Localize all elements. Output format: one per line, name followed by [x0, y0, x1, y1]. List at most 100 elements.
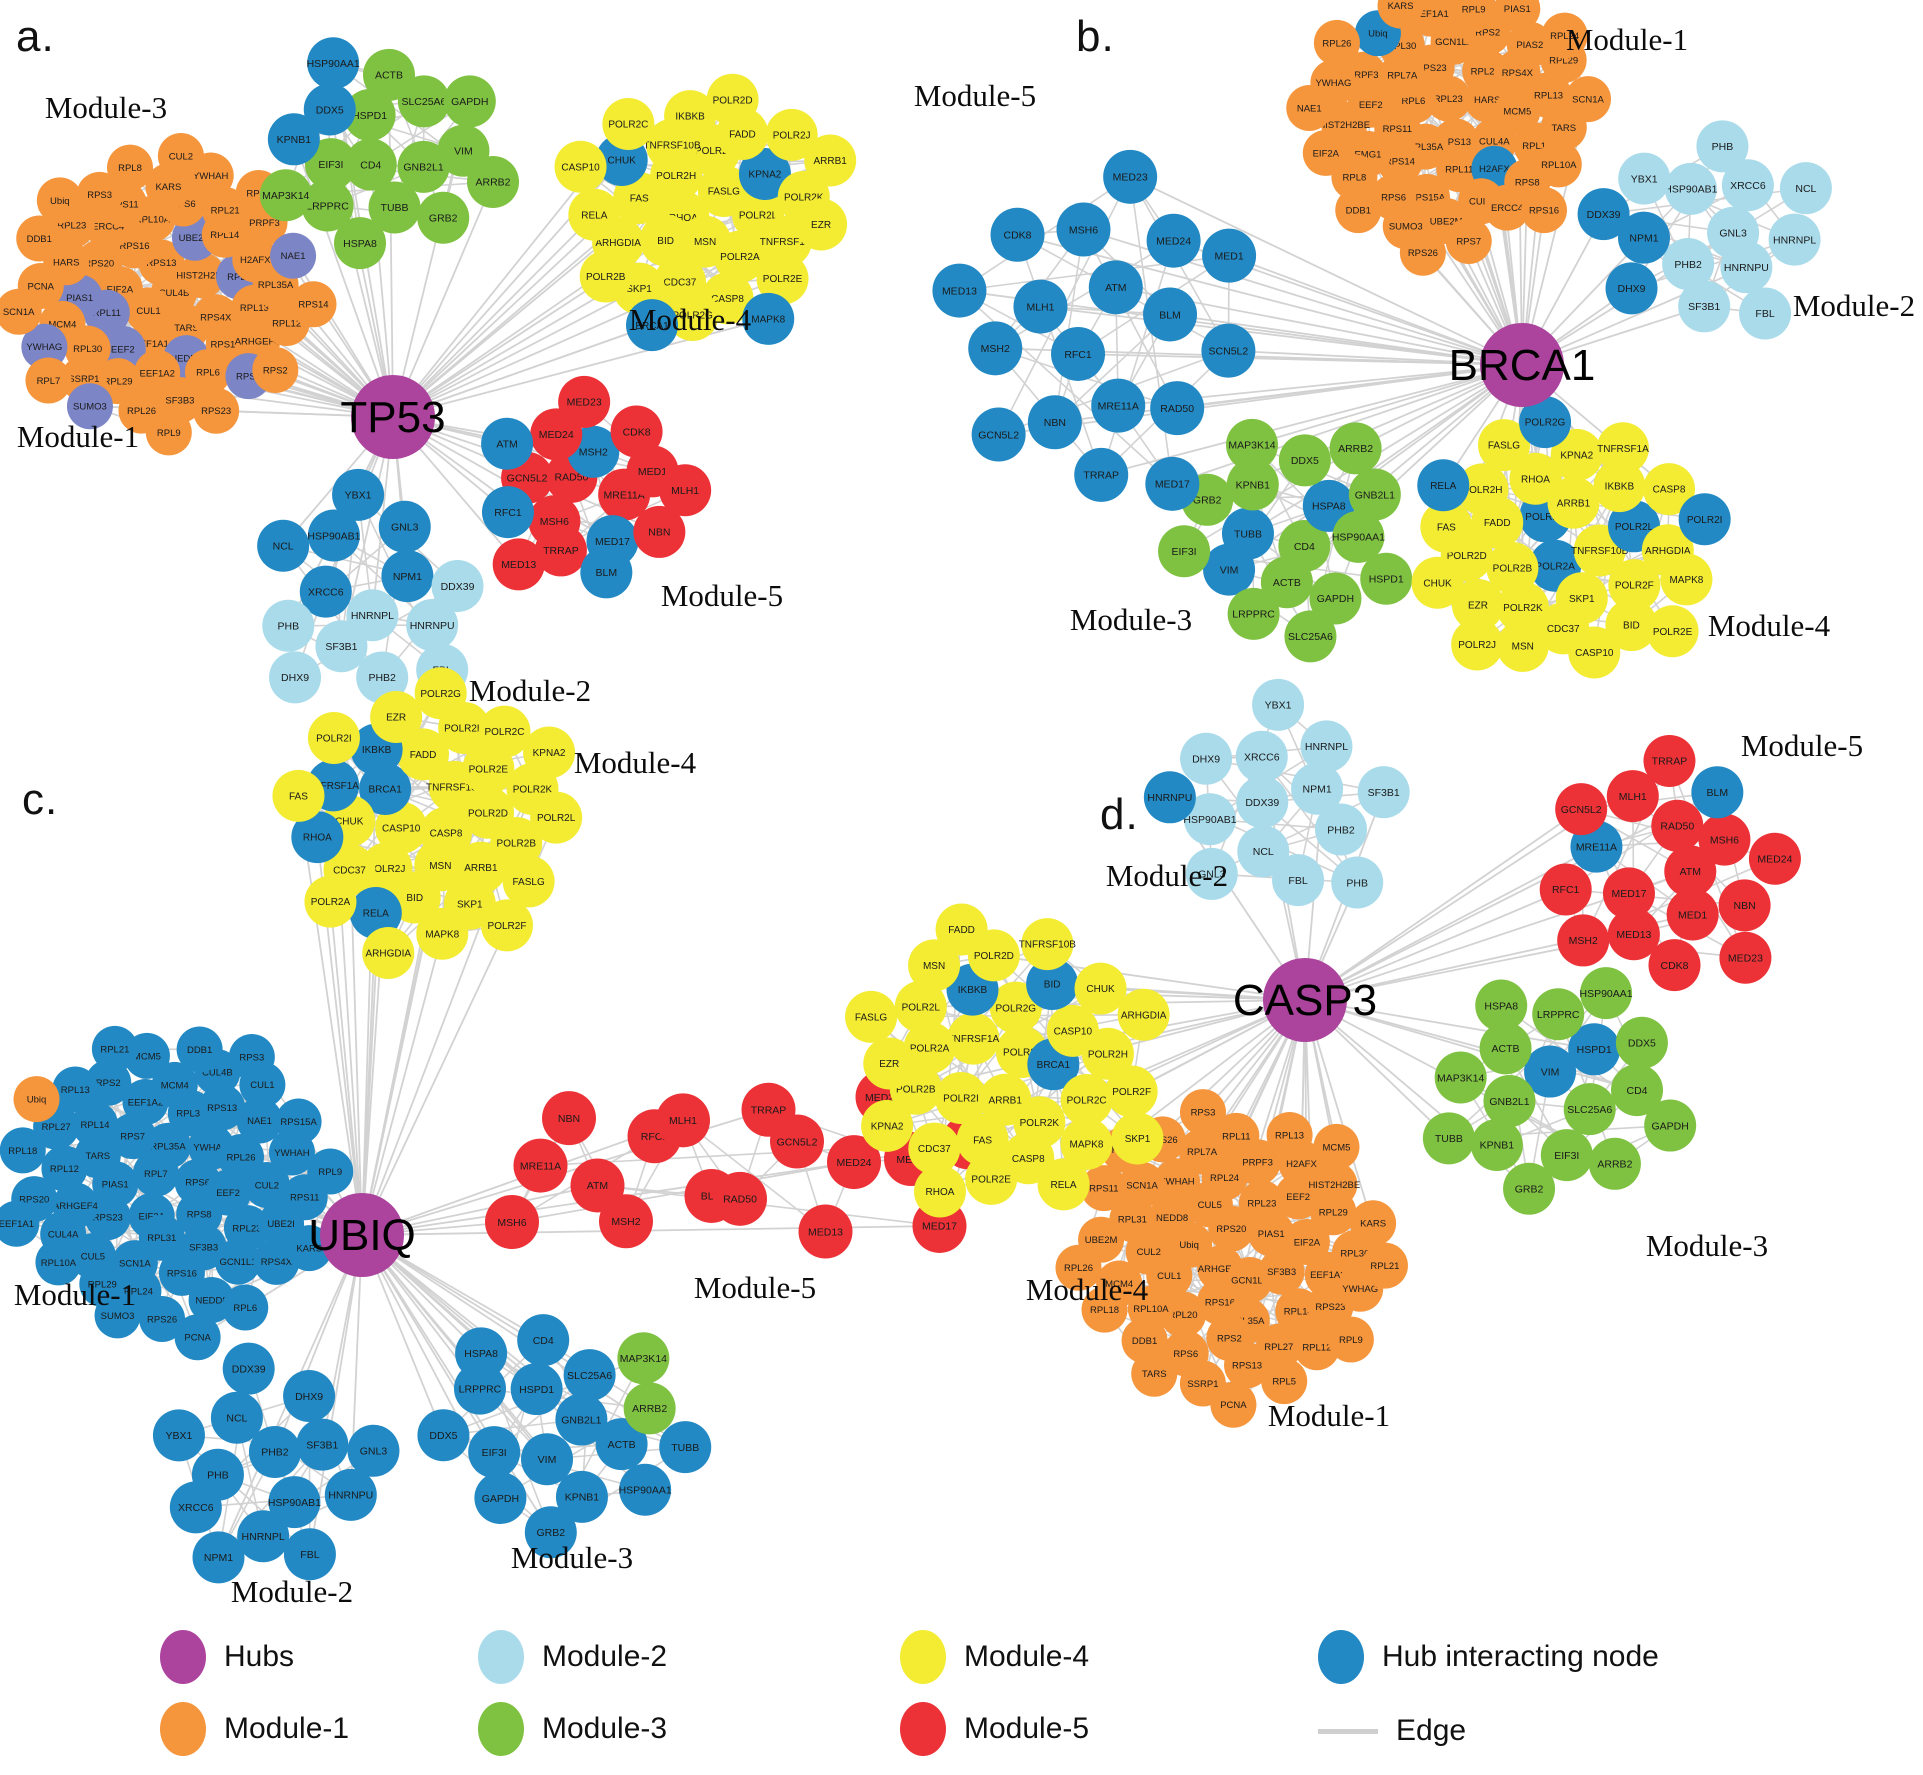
network-node[interactable]: MAP3K14 [1226, 418, 1279, 471]
network-node[interactable]: BLM [1691, 766, 1744, 819]
network-node[interactable]: POLR2L [530, 791, 583, 844]
network-node[interactable]: POLR2J [1451, 618, 1504, 671]
network-node[interactable]: EIF3I [304, 138, 357, 191]
network-node[interactable]: CDK8 [610, 405, 663, 458]
network-node[interactable]: POLR2K [1496, 581, 1549, 634]
network-node[interactable]: POLR2G [414, 667, 467, 720]
network-node[interactable]: ARRB2 [623, 1382, 676, 1435]
network-node[interactable]: CASP10 [1568, 626, 1621, 679]
network-node[interactable]: FAS [956, 1113, 1009, 1166]
network-node[interactable]: DDX39 [222, 1342, 275, 1395]
network-node[interactable]: RELA [349, 886, 402, 939]
network-node[interactable]: ARRB1 [1547, 476, 1600, 529]
network-node[interactable]: BID [388, 871, 441, 924]
network-node[interactable]: RPL35A [144, 1122, 191, 1169]
network-node[interactable]: YBX1 [152, 1409, 205, 1462]
network-node[interactable]: TNFRSF1A [1596, 422, 1649, 475]
network-node[interactable]: CUL2 [157, 132, 204, 179]
network-node[interactable]: MSN [908, 939, 961, 992]
network-node[interactable]: NPM1 [192, 1531, 245, 1584]
network-node[interactable]: MED13 [1607, 908, 1660, 961]
network-node[interactable]: DDX5 [303, 83, 356, 136]
network-node[interactable]: EZR [370, 691, 423, 744]
network-node[interactable]: POLR2E [965, 1152, 1018, 1205]
network-node[interactable]: KPNA2 [861, 1099, 914, 1152]
network-node[interactable]: CUL2 [243, 1162, 290, 1209]
network-node[interactable]: TUBB [368, 181, 421, 234]
network-node[interactable]: HSPA8 [334, 217, 387, 270]
network-node[interactable]: SF3B1 [1357, 766, 1410, 819]
network-node[interactable]: MLH1 [659, 464, 712, 517]
network-node[interactable]: POLR2H [1456, 463, 1509, 516]
network-node[interactable]: RAD50 [1651, 799, 1704, 852]
network-node[interactable]: HSP90AB1 [307, 509, 361, 562]
network-node[interactable]: NCL [257, 519, 310, 572]
network-node[interactable]: MAPK8 [1660, 553, 1713, 606]
network-node[interactable]: FASLG [845, 990, 898, 1043]
network-node[interactable]: IKBKB [664, 90, 717, 143]
network-node[interactable]: MAP3K14 [259, 169, 312, 222]
network-node[interactable]: KPNA2 [738, 147, 791, 200]
network-node[interactable]: MSH2 [968, 321, 1023, 376]
network-node[interactable]: NPM1 [1617, 211, 1670, 264]
network-node[interactable]: FAS [272, 769, 325, 822]
network-node[interactable]: RPS3 [228, 1034, 275, 1081]
network-node[interactable]: GCN5L2 [971, 407, 1026, 462]
network-node[interactable]: GCN5L2 [1555, 783, 1608, 836]
network-node[interactable]: POLR2G [1519, 396, 1572, 449]
network-node[interactable]: DDB1 [16, 215, 63, 262]
network-node[interactable]: YBX1 [332, 468, 385, 521]
network-node[interactable]: SCN1A [1119, 1161, 1166, 1208]
network-node[interactable]: GCN1L1 [214, 1238, 261, 1285]
network-node[interactable]: BLM [580, 546, 633, 599]
network-node[interactable]: POLR2C [1060, 1073, 1113, 1126]
network-node[interactable]: MED1 [1666, 888, 1719, 941]
network-node[interactable]: MED24 [1748, 832, 1801, 885]
network-node[interactable]: HSP90AB1 [268, 1476, 321, 1529]
network-node[interactable]: POLR2B [579, 250, 632, 303]
hub-node[interactable]: TP53 [340, 375, 446, 459]
network-node[interactable]: CASP8 [1643, 463, 1696, 516]
network-node[interactable]: YWHAG [21, 323, 68, 370]
network-node[interactable]: BID [1026, 957, 1079, 1010]
network-node[interactable]: RPS26 [139, 1295, 186, 1342]
network-node[interactable]: DDB1 [1335, 187, 1382, 234]
network-node[interactable]: DHX9 [269, 651, 322, 704]
network-node[interactable]: CDC37 [908, 1122, 961, 1175]
network-node[interactable]: SF3B1 [296, 1418, 349, 1471]
network-node[interactable]: HNRNPU [1143, 771, 1196, 824]
network-node[interactable]: GNB2L1 [555, 1393, 608, 1446]
network-node[interactable]: MSN [1496, 619, 1549, 672]
network-node[interactable]: ARRB2 [1588, 1137, 1641, 1190]
network-node[interactable]: POLR2F [1105, 1065, 1158, 1118]
network-node[interactable]: PIAS1 [1494, 0, 1541, 32]
network-node[interactable]: VIM [521, 1433, 574, 1486]
network-node[interactable]: CHUK [1411, 556, 1464, 609]
network-node[interactable]: MED23 [1719, 931, 1772, 984]
network-node[interactable]: RELA [1037, 1158, 1090, 1211]
network-node[interactable]: RPS7 [1445, 218, 1492, 265]
network-node[interactable]: KARS [1350, 1200, 1397, 1247]
network-node[interactable]: SCN1A [0, 288, 42, 335]
network-node[interactable]: RPL7 [25, 357, 72, 404]
network-node[interactable]: EZR [795, 198, 848, 251]
network-node[interactable]: GNB2L1 [1348, 468, 1401, 521]
network-node[interactable]: RPS2 [252, 346, 299, 393]
hub-node[interactable]: UBIQ [308, 1193, 416, 1277]
network-node[interactable]: RHOA [291, 811, 344, 864]
network-node[interactable]: RPS23 [193, 387, 240, 434]
network-node[interactable]: ERCC4 [1484, 184, 1531, 231]
network-node[interactable]: HSP90AB1 [1664, 162, 1718, 215]
network-node[interactable]: MED13 [492, 538, 545, 591]
network-node[interactable]: PHB [1696, 120, 1749, 173]
network-node[interactable]: MLH1 [1606, 770, 1659, 823]
network-node[interactable]: GRB2 [1503, 1162, 1556, 1215]
network-node[interactable]: RPL9 [1327, 1316, 1374, 1363]
network-node[interactable]: PHB [262, 599, 315, 652]
network-node[interactable]: HSP90AA1 [619, 1463, 672, 1516]
network-node[interactable]: HIST2H2BE [1308, 1161, 1360, 1208]
network-node[interactable]: RPL6 [222, 1284, 269, 1331]
network-node[interactable]: NAE1 [1286, 85, 1333, 132]
network-node[interactable]: MED17 [1145, 456, 1200, 511]
network-node[interactable]: POLR2F [1608, 559, 1661, 612]
